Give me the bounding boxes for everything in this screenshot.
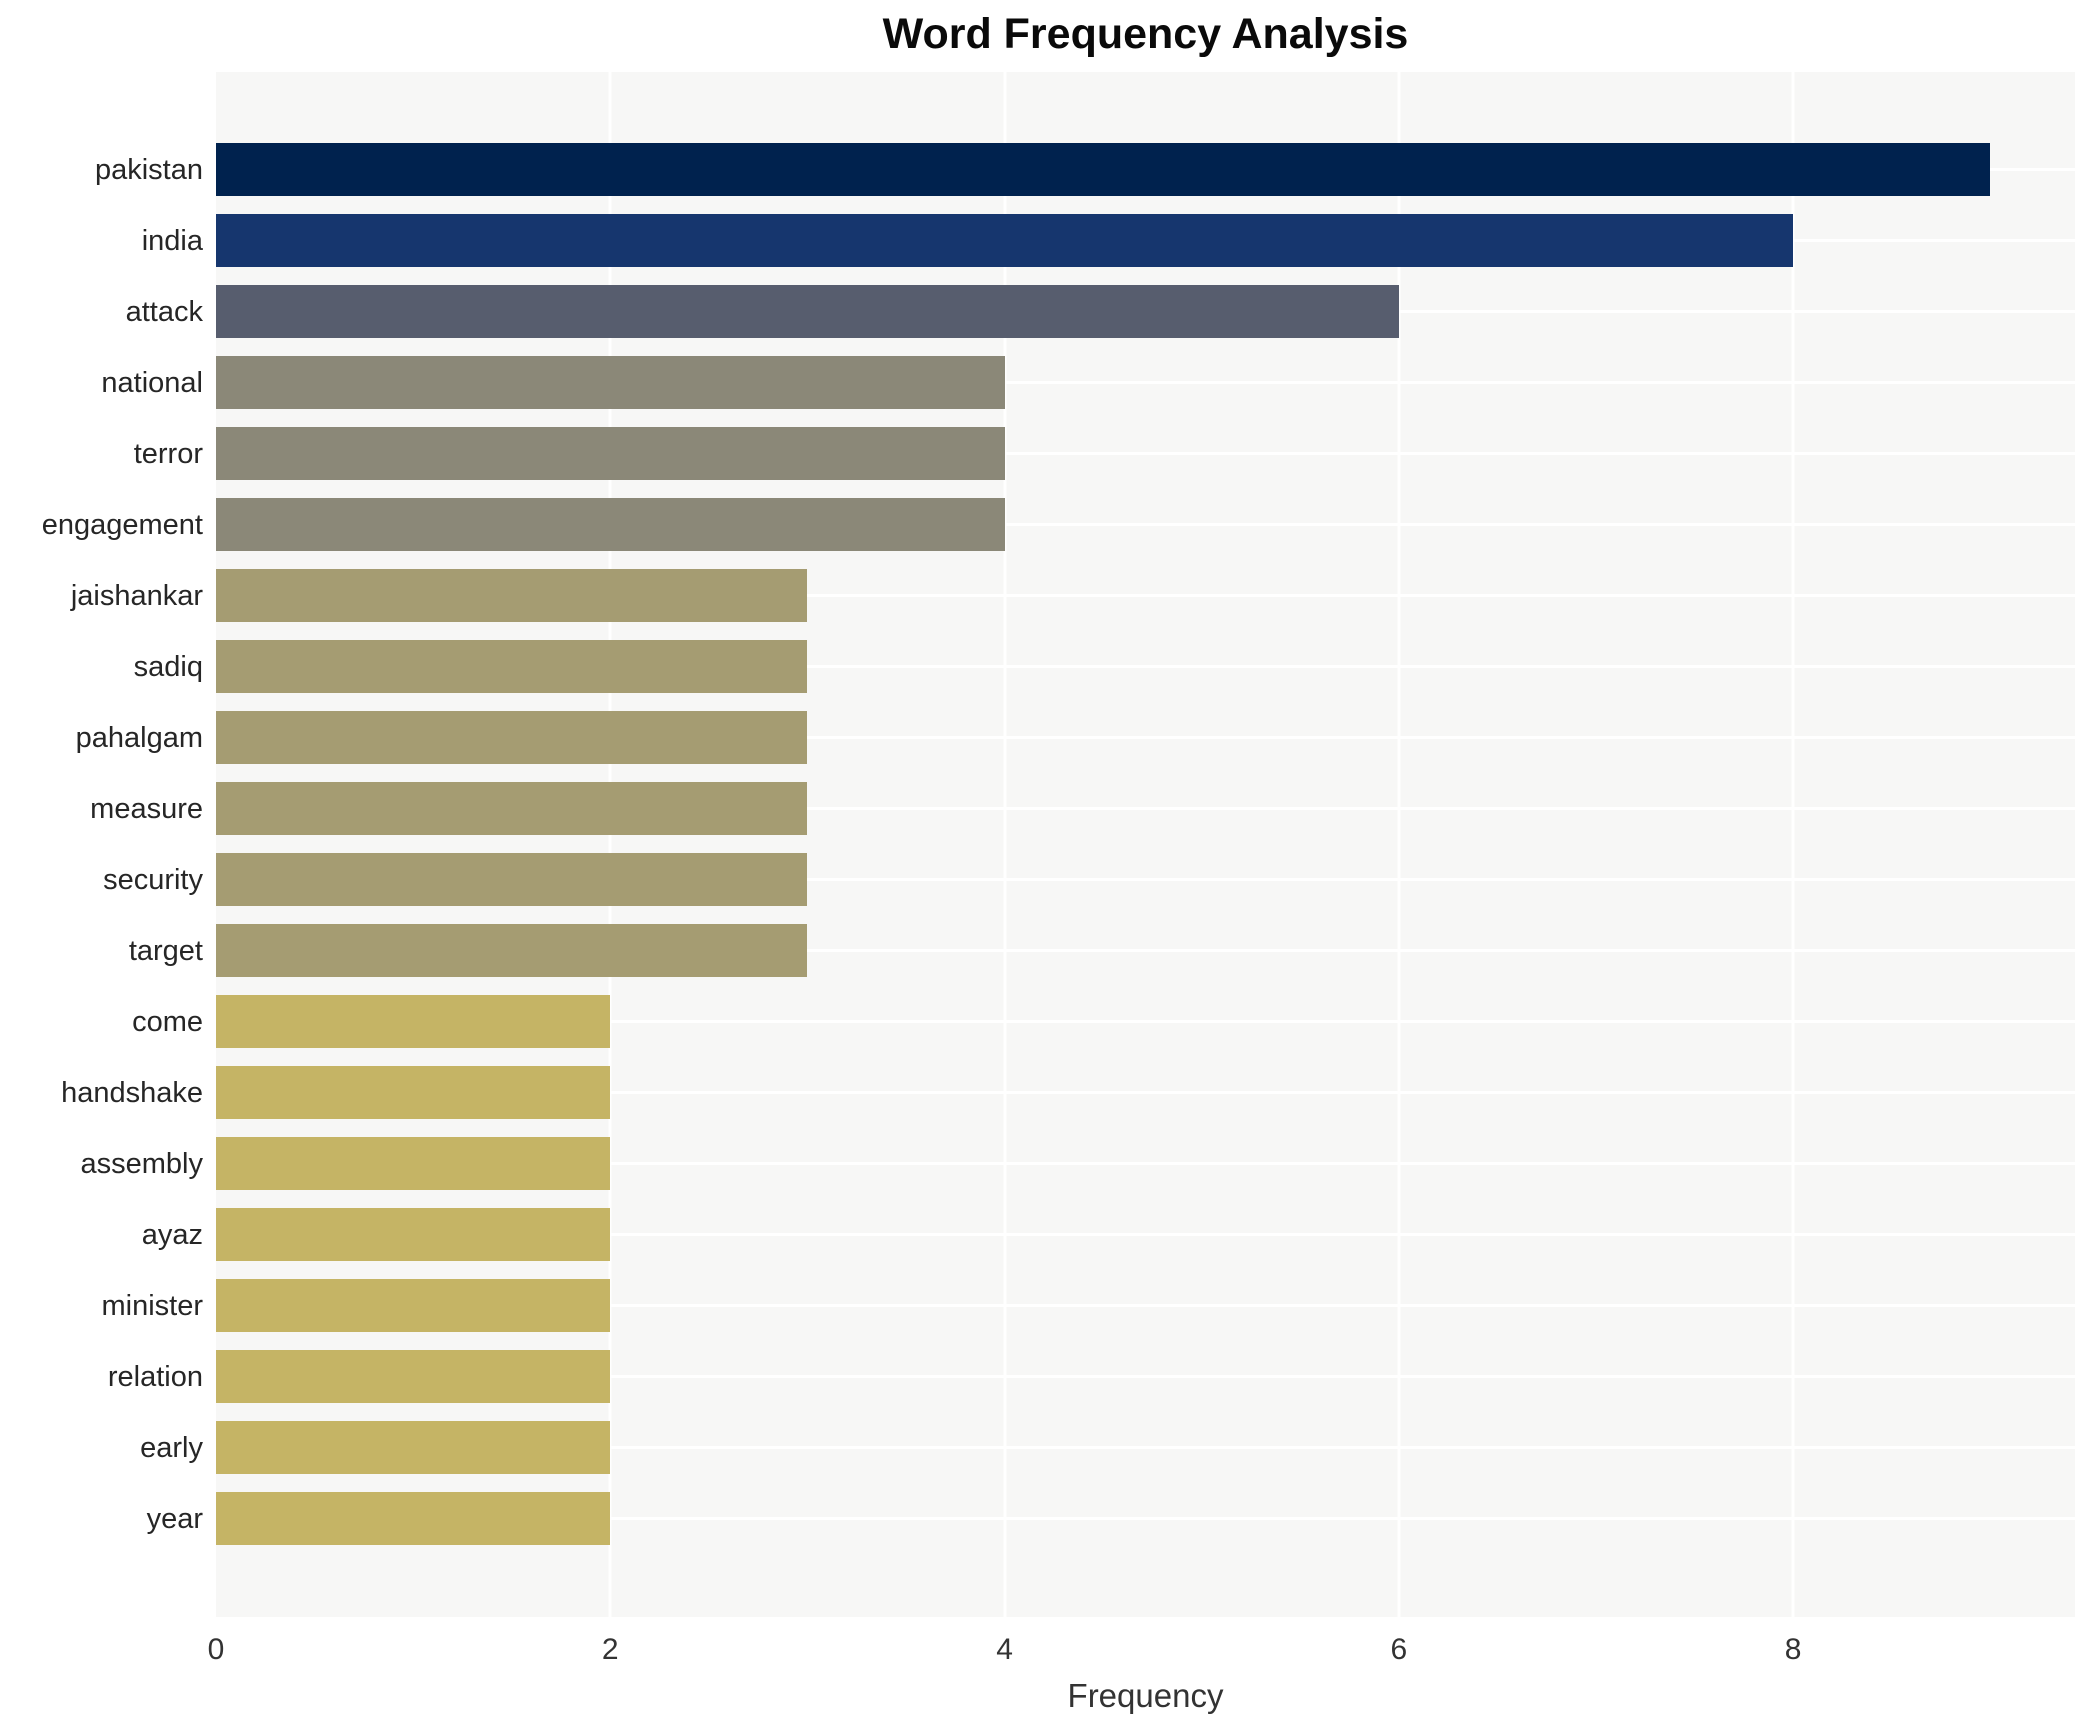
- vertical-gridline-8: [1791, 72, 1795, 1617]
- y-tick-label-minister: minister: [101, 1289, 203, 1322]
- x-axis-ticks: 0 2 4 6 8: [208, 1631, 2075, 1669]
- horizontal-gridline: [216, 665, 2075, 668]
- bar-national: [216, 356, 1005, 409]
- x-tick-label-8: 8: [1784, 1633, 1802, 1666]
- horizontal-gridline: [216, 949, 2075, 952]
- y-tick-label-engagement: engagement: [41, 508, 203, 541]
- bar-handshake: [216, 1066, 611, 1119]
- horizontal-gridline: [216, 1304, 2075, 1307]
- bar-assembly: [216, 1137, 611, 1190]
- horizontal-gridline: [216, 1162, 2075, 1165]
- horizontal-gridline: [216, 452, 2075, 455]
- horizontal-gridline: [216, 1020, 2075, 1023]
- x-axis-label: Frequency: [1067, 1677, 1224, 1714]
- horizontal-gridline: [216, 878, 2075, 881]
- y-axis-labels: pakistan india attack national terror engagem…: [0, 72, 203, 1617]
- bar-engagement: [216, 498, 1005, 551]
- bar-relation: [216, 1350, 611, 1403]
- plot-area: [216, 72, 2075, 1617]
- horizontal-gridline: [216, 381, 2075, 384]
- bar-security: [216, 853, 808, 906]
- y-tick-label-ayaz: ayaz: [141, 1218, 203, 1251]
- y-tick-label-india: india: [141, 224, 203, 257]
- horizontal-gridline: [216, 594, 2075, 597]
- bar-measure: [216, 782, 808, 835]
- y-tick-label-terror: terror: [133, 437, 203, 470]
- y-tick-label-pakistan: pakistan: [94, 153, 203, 186]
- y-tick-label-target: target: [128, 934, 203, 967]
- bar-early: [216, 1421, 611, 1474]
- x-tick-label-2: 2: [601, 1633, 619, 1666]
- y-tick-label-security: security: [103, 863, 203, 896]
- x-tick-label-4: 4: [996, 1633, 1013, 1666]
- y-tick-label-sadiq: sadiq: [133, 650, 203, 683]
- vertical-gridline-2: [608, 72, 612, 1617]
- y-tick-label-pahalgam: pahalgam: [75, 721, 203, 754]
- y-tick-label-come: come: [132, 1005, 203, 1038]
- horizontal-gridline: [216, 807, 2075, 810]
- bar-attack: [216, 285, 1399, 338]
- bar-minister: [216, 1279, 611, 1332]
- bar-jaishankar: [216, 569, 808, 622]
- bar-come: [216, 995, 611, 1048]
- bar-ayaz: [216, 1208, 611, 1261]
- y-tick-label-measure: measure: [90, 792, 203, 825]
- y-tick-label-handshake: handshake: [61, 1076, 203, 1109]
- bar-sadiq: [216, 640, 808, 693]
- y-tick-label-attack: attack: [125, 295, 203, 328]
- bar-india: [216, 214, 1794, 267]
- horizontal-gridline: [216, 1091, 2075, 1094]
- bar-pakistan: [216, 143, 1991, 196]
- horizontal-gridline: [216, 1446, 2075, 1449]
- y-tick-label-year: year: [146, 1502, 203, 1535]
- horizontal-gridline: [216, 523, 2075, 526]
- bar-target: [216, 924, 808, 977]
- y-tick-label-jaishankar: jaishankar: [70, 579, 203, 612]
- horizontal-gridline: [216, 736, 2075, 739]
- bar-year: [216, 1492, 611, 1545]
- chart-title: Word Frequency Analysis: [882, 10, 1409, 58]
- y-tick-label-early: early: [140, 1431, 203, 1464]
- y-tick-label-national: national: [101, 366, 203, 399]
- x-tick-label-0: 0: [207, 1633, 225, 1666]
- horizontal-gridline: [216, 1517, 2075, 1520]
- y-tick-label-relation: relation: [107, 1360, 203, 1393]
- x-tick-label-6: 6: [1390, 1633, 1408, 1666]
- bar-pahalgam: [216, 711, 808, 764]
- horizontal-gridline: [216, 1375, 2075, 1378]
- y-tick-label-assembly: assembly: [80, 1147, 204, 1180]
- vertical-gridline-6: [1397, 72, 1401, 1617]
- vertical-gridline-4: [1003, 72, 1007, 1617]
- horizontal-gridline: [216, 1233, 2075, 1236]
- bar-terror: [216, 427, 1005, 480]
